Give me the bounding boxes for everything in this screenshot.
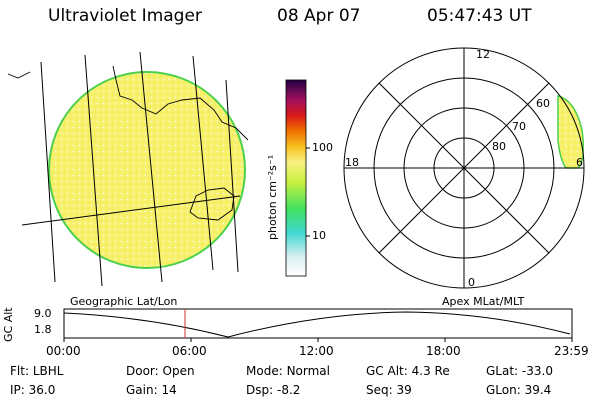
coastlines <box>7 65 249 221</box>
footer-door-key: Door: <box>126 364 159 378</box>
footer-dsp: Dsp: -8.2 <box>246 383 300 397</box>
timeline-xtick-1200: 12:00 <box>299 344 334 358</box>
footer-glon-key: GLon: <box>486 383 521 397</box>
footer-mode: Mode: Normal <box>246 364 330 378</box>
footer-gcalt-key: GC Alt: <box>366 364 408 378</box>
footer-gain-value: 14 <box>161 383 177 397</box>
colorbar-tick-100: 100 <box>312 141 333 154</box>
timeline-ylabel: GC Alt <box>2 307 15 342</box>
mlt-label-12: 12 <box>476 48 490 61</box>
altitude-curve <box>63 311 571 338</box>
footer-seq: Seq: 39 <box>366 383 412 397</box>
footer-glon: GLon: 39.4 <box>486 383 551 397</box>
footer-flt-value: LBHL <box>32 364 64 378</box>
footer-gcalt: GC Alt: 4.3 Re <box>366 364 450 378</box>
footer-mode-value: Normal <box>286 364 330 378</box>
footer-dsp-key: Dsp: <box>246 383 274 397</box>
lat-label-80: 80 <box>492 140 506 153</box>
footer-door: Door: Open <box>126 364 195 378</box>
mlt-label-6: 6 <box>576 156 583 169</box>
footer-glon-value: 39.4 <box>524 383 552 397</box>
lat-label-70: 70 <box>512 120 526 133</box>
footer-gcalt-value: 4.3 Re <box>411 364 450 378</box>
timeline-xtick-1800: 18:00 <box>426 344 461 358</box>
footer-glat: GLat: -33.0 <box>486 364 553 378</box>
left-panel-caption: Geographic Lat/Lon <box>70 295 178 308</box>
footer-gain: Gain: 14 <box>126 383 177 397</box>
polar-plot <box>343 47 585 289</box>
timeline-xtick-2359: 23:59 <box>554 344 589 358</box>
timeline-ytick-min: 1.8 <box>34 323 52 336</box>
colorbar-label: photon cm⁻²s⁻¹ <box>266 154 279 240</box>
mlt-label-0: 0 <box>468 276 475 289</box>
date-label: 08 Apr 07 <box>277 6 361 26</box>
earth-disk <box>48 71 246 269</box>
colorbar <box>285 79 310 277</box>
footer-flt: Flt: LBHL <box>10 364 63 378</box>
colorbar-tick-10: 10 <box>312 229 326 242</box>
footer-seq-value: 39 <box>396 383 412 397</box>
timeline-ticks <box>63 338 573 342</box>
lat-label-60: 60 <box>536 97 550 110</box>
timeline-xtick-0000: 00:00 <box>46 344 81 358</box>
footer-ip-value: 36.0 <box>28 383 56 397</box>
footer-glat-value: -33.0 <box>521 364 553 378</box>
footer-door-value: Open <box>162 364 195 378</box>
diag-2 <box>378 82 550 254</box>
timeline-ytick-max: 9.0 <box>34 307 52 320</box>
footer-seq-key: Seq: <box>366 383 393 397</box>
footer-flt-key: Flt: <box>10 364 29 378</box>
time-label: 05:47:43 UT <box>427 6 532 26</box>
footer-glat-key: GLat: <box>486 364 519 378</box>
aurora-patch <box>557 95 585 169</box>
footer-gain-key: Gain: <box>126 383 158 397</box>
timeline-plot <box>63 308 573 342</box>
timeline-xtick-0600: 06:00 <box>172 344 207 358</box>
footer-dsp-value: -8.2 <box>276 383 301 397</box>
app-title: Ultraviolet Imager <box>48 6 202 26</box>
mlt-label-18: 18 <box>345 156 359 169</box>
footer-mode-key: Mode: <box>246 364 283 378</box>
footer-ip-key: IP: <box>10 383 25 397</box>
right-panel-caption: Apex MLat/MLT <box>442 295 525 308</box>
geographic-image <box>7 51 249 287</box>
footer-ip: IP: 36.0 <box>10 383 55 397</box>
lat-lon-grid <box>21 51 241 287</box>
